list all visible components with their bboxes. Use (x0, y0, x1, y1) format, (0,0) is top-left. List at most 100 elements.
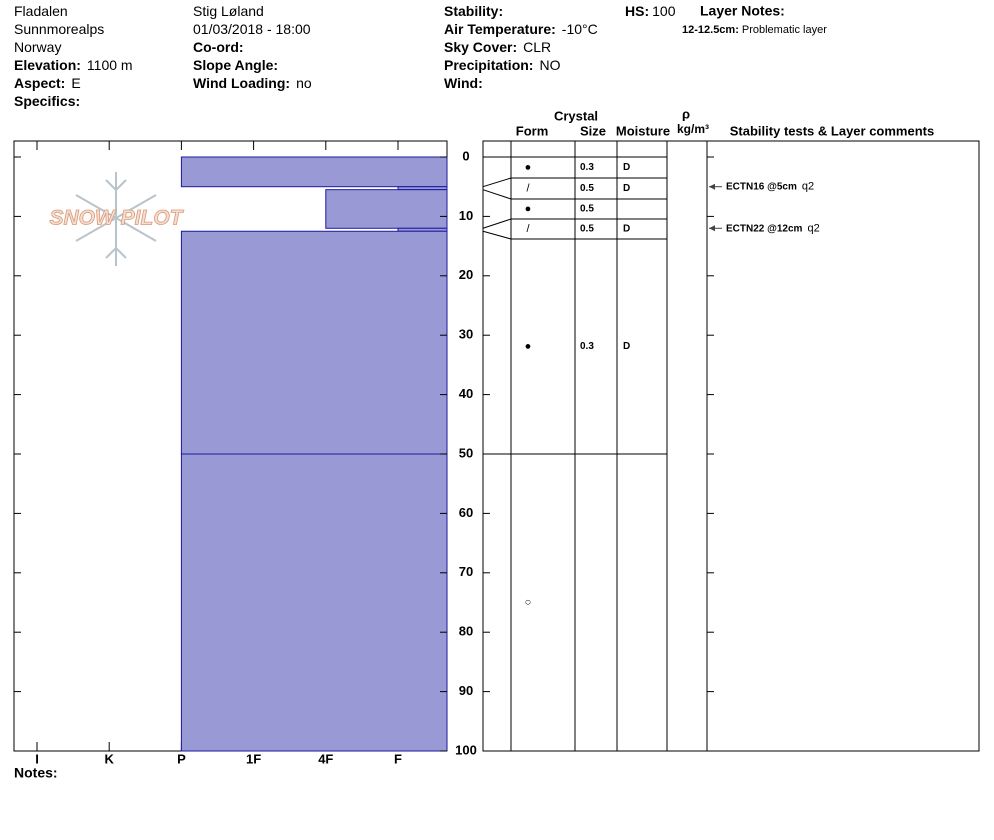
depth-label: 40 (459, 386, 473, 401)
header-field: Sky Cover: CLR (444, 39, 551, 55)
connector (482, 218, 512, 229)
header-field: Fladalen (14, 3, 68, 19)
field-label: Wind: (444, 75, 483, 91)
connector (482, 177, 512, 188)
field-value: CLR (523, 39, 551, 55)
field-label: Sky Cover: (444, 39, 517, 55)
logo-text: SNOW PILOT (50, 207, 185, 230)
test-name: ECTN16 @5cm (726, 181, 797, 192)
moisture: D (623, 224, 630, 235)
field-label: HS: (625, 3, 649, 19)
field-value: -10°C (562, 21, 598, 37)
depth-label: 50 (459, 445, 473, 460)
grain-form: / (526, 182, 530, 194)
grain-form: ● (525, 203, 532, 215)
field-label: Elevation: (14, 57, 81, 73)
column-header: Crystal (554, 108, 598, 123)
depth-label: 90 (459, 683, 473, 698)
hardness-bar (180, 230, 448, 455)
hardness-label: K (105, 751, 115, 766)
hardness-bar (325, 189, 448, 229)
column-header: Moisture (616, 123, 670, 138)
hardness-label: F (394, 751, 402, 766)
hardness-label: I (35, 751, 39, 766)
notes-label: Notes: (14, 765, 58, 781)
note-depth: 12-12.5cm: (682, 24, 739, 36)
grain-size: 0.5 (580, 224, 594, 235)
field-value: Norway (14, 39, 61, 55)
grain-form: ○ (525, 596, 532, 608)
hardness-bar (180, 156, 448, 188)
hardness-label: P (177, 751, 186, 766)
header-field: Norway (14, 39, 61, 55)
grain-form: / (526, 223, 530, 235)
field-label: Stability: (444, 3, 503, 19)
depth-label: 70 (459, 564, 473, 579)
header-field: HS: 100 (625, 3, 676, 19)
logo (75, 172, 157, 266)
field-label: Wind Loading: (193, 75, 290, 91)
test-result: ECTN22 @12cm q2 (726, 222, 820, 234)
column-header: kg/m³ (677, 122, 709, 136)
field-value: NO (539, 57, 560, 73)
field-value: 01/03/2018 - 18:00 (193, 21, 311, 37)
test-quality: q2 (807, 222, 819, 234)
header-field: Co-ord: (193, 39, 244, 55)
arrow-head (709, 225, 715, 232)
moisture: D (623, 183, 630, 194)
header-field: Sunnmorealps (14, 21, 104, 37)
depth-label: 80 (459, 624, 473, 639)
field-value: no (296, 75, 312, 91)
depth-label: 0 (462, 148, 469, 163)
depth-label: 60 (459, 505, 473, 520)
depth-label: 20 (459, 267, 473, 282)
field-label: Aspect: (14, 75, 65, 91)
note-text: Problematic layer (742, 24, 827, 36)
field-value: Fladalen (14, 3, 68, 19)
header-field: Slope Angle: (193, 57, 278, 73)
table-frame (482, 140, 980, 752)
grain-size: 0.3 (580, 341, 594, 352)
field-value: E (71, 75, 80, 91)
field-label: Specifics: (14, 93, 80, 109)
column-header: Stability tests & Layer comments (730, 123, 934, 138)
header-field: Wind Loading: no (193, 75, 312, 91)
layer-note: 12-12.5cm: Problematic layer (682, 24, 827, 36)
field-value: 100 (652, 3, 676, 19)
depth-label: 30 (459, 327, 473, 342)
grain-size: 0.3 (580, 162, 594, 173)
field-value: Sunnmorealps (14, 21, 104, 37)
header-field: Wind: (444, 75, 483, 91)
arrow-head (709, 183, 715, 190)
grain-size: 0.5 (580, 204, 594, 215)
column-header: Form (516, 123, 549, 138)
test-name: ECTN22 @12cm (726, 223, 803, 234)
field-label: Slope Angle: (193, 57, 278, 73)
depth-label: 100 (455, 742, 477, 757)
connector (482, 189, 512, 200)
hardness-bar (180, 453, 448, 752)
connector (482, 230, 512, 240)
header-field: Specifics: (14, 93, 80, 109)
header-field: Aspect: E (14, 75, 81, 91)
test-quality: q2 (802, 181, 814, 193)
hardness-label: 1F (246, 751, 261, 766)
field-label: Precipitation: (444, 57, 533, 73)
header-field: Stability: (444, 3, 503, 19)
grain-form: ● (525, 161, 532, 173)
layer-notes-title: Layer Notes: (700, 3, 785, 19)
hardness-label: 4F (318, 751, 333, 766)
moisture: D (623, 341, 630, 352)
grain-form: ● (525, 340, 532, 352)
field-value: Stig Løland (193, 3, 264, 19)
header-field: Precipitation: NO (444, 57, 561, 73)
field-value: 1100 m (87, 57, 133, 73)
header-field: Air Temperature: -10°C (444, 21, 598, 37)
column-header: ρ (682, 106, 690, 121)
test-result: ECTN16 @5cm q2 (726, 181, 814, 193)
grain-size: 0.5 (580, 183, 594, 194)
column-header: Size (580, 123, 606, 138)
depth-label: 10 (459, 208, 473, 223)
moisture: D (623, 162, 630, 173)
